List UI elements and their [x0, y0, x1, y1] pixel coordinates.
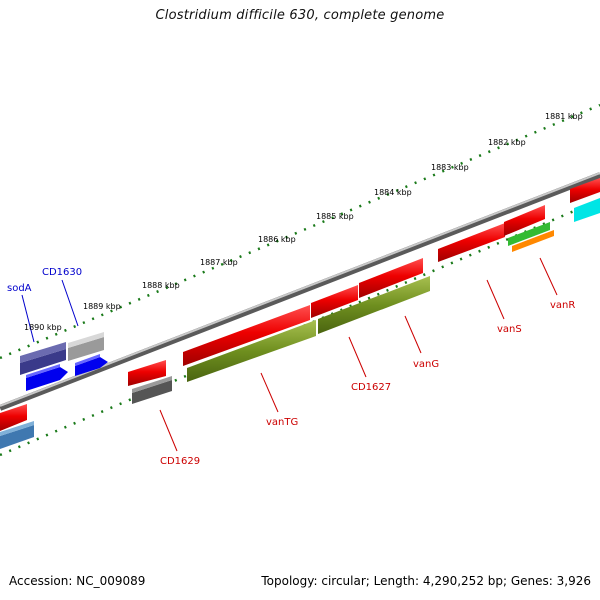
gene-right-red[interactable]: [570, 178, 600, 203]
genome-backbone: [0, 172, 600, 411]
gene-cd1630-blue[interactable]: [75, 354, 108, 376]
gene-label-cd1630: CD1630: [42, 267, 82, 278]
map-title: Clostridium difficile 630, complete geno…: [155, 8, 445, 23]
gene-cd1627-red[interactable]: [311, 285, 358, 318]
gene-vans-red[interactable]: [438, 223, 505, 262]
gene-label-vans: vanS: [497, 324, 522, 335]
gene-vanr-green[interactable]: [508, 222, 554, 252]
gene-label-vantg: vanTG: [266, 417, 298, 428]
accession-text: Accession: NC_009089: [9, 574, 146, 588]
gene-left-red[interactable]: [0, 404, 27, 431]
gene-label-cd1629: CD1629: [160, 456, 200, 467]
gene-right-cyan[interactable]: [574, 198, 600, 222]
gene-cd1630-b[interactable]: [68, 332, 104, 361]
gene-labels: sodA CD1630 CD1629 vanTG CD1627 vanG van…: [7, 267, 575, 467]
gene-label-vang: vanG: [413, 359, 439, 370]
tick-label: 1883 kbp: [431, 163, 469, 172]
gene-vantg-red[interactable]: [183, 305, 310, 366]
tick-label: 1885 kbp: [316, 212, 354, 221]
gene-cd1629-gray[interactable]: [132, 376, 172, 404]
tick-label: 1881 kbp: [545, 112, 583, 121]
gene-label-cd1627: CD1627: [351, 382, 391, 393]
gene-cd1629-red[interactable]: [128, 360, 166, 386]
gene-label-soda: sodA: [7, 283, 32, 294]
tick-label: 1887 kbp: [200, 258, 238, 267]
tick-label: 1888 kbp: [142, 281, 180, 290]
gene-vantg-olive[interactable]: [187, 320, 316, 382]
tick-label: 1882 kbp: [488, 138, 526, 147]
gene-cd1630[interactable]: [20, 342, 66, 375]
tick-label: 1890 kbp: [24, 323, 62, 332]
tick-labels: 1881 kbp 1882 kbp 1883 kbp 1884 kbp 1885…: [24, 112, 583, 332]
tick-label: 1886 kbp: [258, 235, 296, 244]
gene-label-vanr: vanR: [550, 300, 575, 311]
topology-text: Topology: circular; Length: 4,290,252 bp…: [261, 574, 591, 588]
label-leaders: [21, 257, 558, 452]
gene-cd1627-olive[interactable]: [318, 276, 430, 334]
gene-vang-red[interactable]: [359, 258, 423, 298]
gene-soda-blue[interactable]: [26, 364, 68, 391]
gene-left-steelblue[interactable]: [0, 421, 34, 449]
tick-label: 1889 kbp: [83, 302, 121, 311]
tick-label: 1884 kbp: [374, 188, 412, 197]
gene-vanr-red[interactable]: [504, 205, 545, 236]
